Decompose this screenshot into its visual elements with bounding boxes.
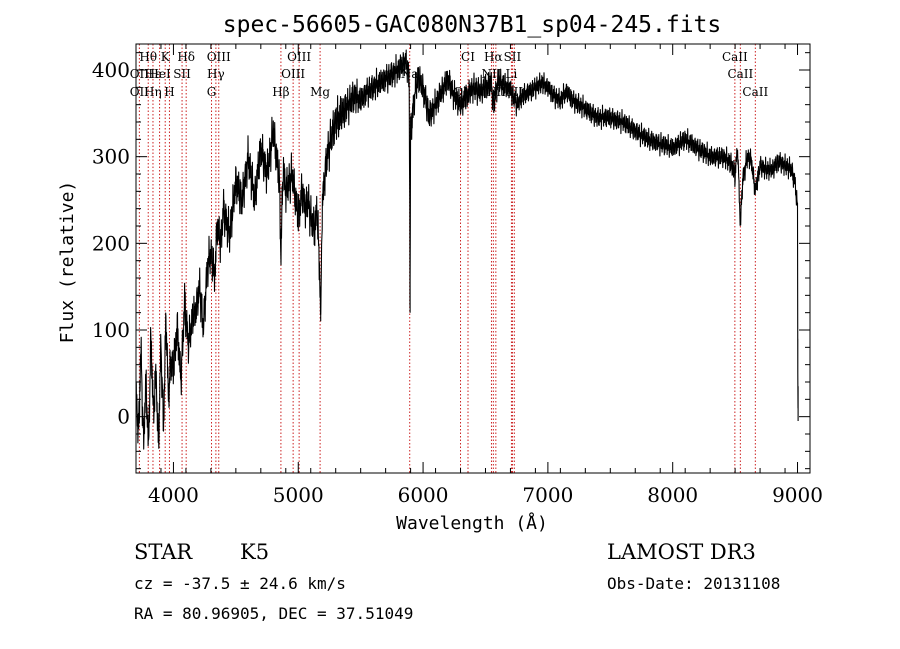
line-label: H	[164, 85, 174, 99]
axis-ticks	[135, 44, 811, 473]
y-axis-title: Flux (relative)	[57, 181, 78, 344]
x-axis-title: Wavelength (Å)	[396, 512, 548, 534]
x-tick-label: 6000	[398, 483, 449, 507]
line-label: Hε	[145, 67, 162, 81]
line-label: Hα	[484, 50, 503, 64]
line-label: Na	[401, 67, 419, 81]
line-label: Hη	[144, 85, 162, 99]
axis-tick-labels: 4000 5000 6000 7000 8000 9000 0 100 200 300 400	[92, 58, 823, 507]
redshift-text: cz = -37.5 ± 24.6 km/s	[134, 574, 346, 593]
line-label: SII	[504, 50, 522, 64]
y-tick-label: 100	[92, 318, 130, 342]
line-label: Mg	[310, 85, 330, 99]
line-label: OIII	[287, 50, 311, 64]
y-tick-label: 400	[92, 58, 130, 82]
line-label: CaII	[742, 85, 768, 99]
x-tick-label: 8000	[647, 483, 698, 507]
line-label: Hγ	[207, 67, 225, 81]
object-subclass: K5	[240, 540, 270, 564]
spectral-line-markers	[138, 44, 756, 473]
line-label: G	[207, 85, 217, 99]
y-tick-label: 300	[92, 145, 130, 169]
spectrum-chart: spec-56605-GAC080N37B1_sp04-245.fits Hθ K…	[57, 12, 823, 534]
y-tick-label: 0	[117, 405, 130, 429]
line-label: OIII	[207, 50, 231, 64]
coordinates-text: RA = 80.96905, DEC = 37.51049	[134, 604, 414, 623]
line-label: Hθ	[139, 50, 157, 64]
plot-frame	[135, 43, 811, 474]
survey-name: LAMOST DR3	[607, 540, 756, 564]
line-label: CaII	[727, 67, 753, 81]
object-class: STAR	[134, 540, 193, 564]
x-tick-label: 4000	[148, 483, 199, 507]
line-label: Hδ	[177, 50, 195, 64]
line-label: Hβ	[272, 85, 289, 99]
line-label: CaII	[722, 50, 748, 64]
line-label: HeI	[148, 67, 171, 81]
line-label: OIII	[281, 67, 305, 81]
x-tick-label: 7000	[522, 483, 573, 507]
spectrum-line	[135, 49, 799, 450]
line-label: OII	[130, 85, 150, 99]
obs-date-text: Obs-Date: 20131108	[607, 574, 781, 593]
x-tick-label: 5000	[273, 483, 324, 507]
chart-title: spec-56605-GAC080N37B1_sp04-245.fits	[223, 12, 722, 38]
line-label: SII	[173, 67, 191, 81]
x-tick-label: 9000	[772, 483, 823, 507]
line-label: K	[161, 50, 171, 64]
y-tick-label: 200	[92, 231, 130, 255]
line-label: Li	[506, 67, 518, 81]
line-label: CI	[461, 50, 475, 64]
